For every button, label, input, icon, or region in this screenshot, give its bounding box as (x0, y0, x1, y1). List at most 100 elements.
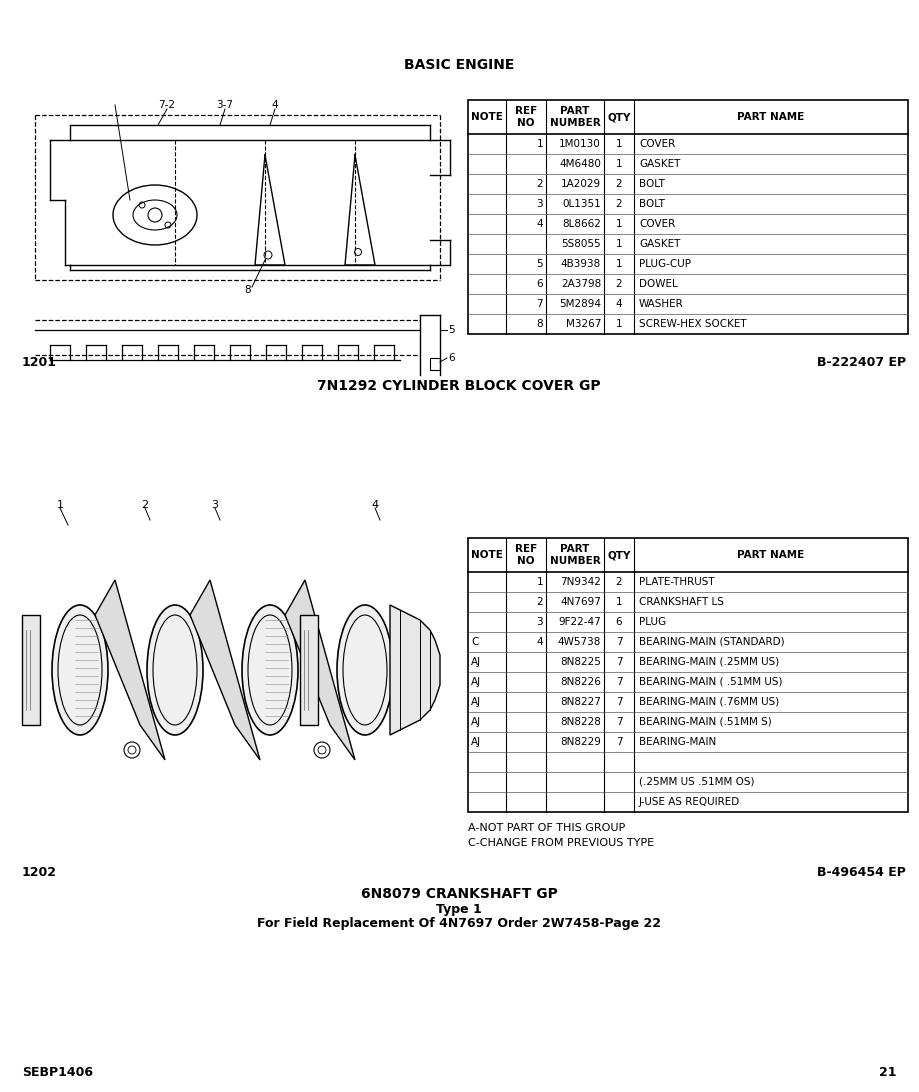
Text: 5: 5 (448, 325, 455, 335)
Text: PART NAME: PART NAME (737, 550, 805, 560)
Text: QTY: QTY (607, 112, 630, 122)
Text: AJ: AJ (471, 717, 482, 727)
Text: 1: 1 (616, 139, 622, 149)
Text: 1: 1 (616, 259, 622, 269)
Text: C-CHANGE FROM PREVIOUS TYPE: C-CHANGE FROM PREVIOUS TYPE (468, 838, 654, 848)
Text: PART: PART (561, 544, 590, 554)
Text: REF: REF (515, 106, 537, 116)
Text: 3: 3 (537, 617, 543, 627)
Text: 6: 6 (537, 278, 543, 289)
Text: (.25MM US .51MM OS): (.25MM US .51MM OS) (639, 778, 754, 787)
Text: 7: 7 (616, 717, 622, 727)
Text: 1: 1 (537, 577, 543, 587)
Text: B-496454 EP: B-496454 EP (817, 866, 906, 878)
Text: GASKET: GASKET (639, 159, 680, 169)
Circle shape (124, 741, 140, 758)
Text: 4: 4 (371, 500, 379, 510)
Text: A-NOT PART OF THIS GROUP: A-NOT PART OF THIS GROUP (468, 823, 625, 833)
Ellipse shape (147, 605, 203, 735)
Text: PLUG: PLUG (639, 617, 666, 627)
Text: 1: 1 (616, 597, 622, 607)
Text: 4: 4 (537, 219, 543, 229)
Text: 4M6480: 4M6480 (559, 159, 601, 169)
Text: 6N8079 CRANKSHAFT GP: 6N8079 CRANKSHAFT GP (360, 887, 558, 901)
Text: 1: 1 (616, 319, 622, 329)
Circle shape (314, 741, 330, 758)
Text: BEARING-MAIN (.25MM US): BEARING-MAIN (.25MM US) (639, 657, 779, 667)
Text: 3: 3 (211, 500, 219, 510)
Text: 4: 4 (537, 637, 543, 646)
Text: 2: 2 (616, 278, 622, 289)
Text: 2: 2 (537, 597, 543, 607)
Text: 7: 7 (616, 657, 622, 667)
Text: 8N8227: 8N8227 (560, 697, 601, 707)
Text: COVER: COVER (639, 139, 675, 149)
Text: 9F22-47: 9F22-47 (558, 617, 601, 627)
Text: 1M0130: 1M0130 (560, 139, 601, 149)
Text: BEARING-MAIN ( .51MM US): BEARING-MAIN ( .51MM US) (639, 677, 782, 687)
Text: AJ: AJ (471, 657, 482, 667)
Text: DOWEL: DOWEL (639, 278, 677, 289)
Text: WASHER: WASHER (639, 299, 684, 309)
Text: 21: 21 (879, 1066, 897, 1079)
Text: 8N8225: 8N8225 (560, 657, 601, 667)
Bar (22, 615, 40, 725)
Text: 4W5738: 4W5738 (558, 637, 601, 646)
Text: 8: 8 (244, 285, 251, 295)
Ellipse shape (52, 605, 108, 735)
Text: QTY: QTY (607, 550, 630, 560)
Text: 1: 1 (616, 219, 622, 229)
Text: NO: NO (517, 118, 535, 128)
Text: AJ: AJ (471, 697, 482, 707)
Text: PLUG-CUP: PLUG-CUP (639, 259, 691, 269)
Text: 2: 2 (142, 500, 149, 510)
Text: 8N8226: 8N8226 (560, 677, 601, 687)
Text: 8N8228: 8N8228 (560, 717, 601, 727)
Text: BOLT: BOLT (639, 179, 664, 189)
Text: 2: 2 (616, 179, 622, 189)
Bar (468, 100, 908, 334)
Text: 7-2: 7-2 (158, 100, 176, 110)
Text: For Field Replacement Of 4N7697 Order 2W7458-Page 22: For Field Replacement Of 4N7697 Order 2W… (257, 917, 661, 930)
Text: 4: 4 (272, 100, 278, 110)
Text: 7: 7 (616, 737, 622, 747)
Text: 1A2029: 1A2029 (561, 179, 601, 189)
Text: Type 1: Type 1 (437, 902, 482, 915)
Text: 1: 1 (616, 159, 622, 169)
Text: AJ: AJ (471, 737, 482, 747)
Text: 4B3938: 4B3938 (561, 259, 601, 269)
Ellipse shape (242, 605, 298, 735)
Text: 8L8662: 8L8662 (562, 219, 601, 229)
Polygon shape (390, 605, 440, 735)
Text: 2: 2 (537, 179, 543, 189)
Text: 2A3798: 2A3798 (561, 278, 601, 289)
Text: 7: 7 (616, 697, 622, 707)
Text: NO: NO (517, 556, 535, 566)
Text: 6: 6 (448, 353, 455, 363)
Text: 5M2894: 5M2894 (559, 299, 601, 309)
Text: PART NAME: PART NAME (737, 112, 805, 122)
Text: BEARING-MAIN: BEARING-MAIN (639, 737, 716, 747)
Text: C: C (471, 637, 479, 646)
Text: 7N1292 CYLINDER BLOCK COVER GP: 7N1292 CYLINDER BLOCK COVER GP (317, 379, 601, 393)
Text: BOLT: BOLT (639, 199, 664, 209)
Polygon shape (190, 580, 260, 760)
Text: NOTE: NOTE (471, 112, 503, 122)
Text: COVER: COVER (639, 219, 675, 229)
Text: REF: REF (515, 544, 537, 554)
Text: 7: 7 (616, 677, 622, 687)
Text: PART: PART (561, 106, 590, 116)
Text: 7: 7 (537, 299, 543, 309)
Text: 4N7697: 4N7697 (560, 597, 601, 607)
Text: 1202: 1202 (22, 866, 57, 878)
Text: 5: 5 (537, 259, 543, 269)
Text: 4: 4 (616, 299, 622, 309)
Polygon shape (95, 580, 165, 760)
Text: PLATE-THRUST: PLATE-THRUST (639, 577, 715, 587)
Text: 2: 2 (616, 199, 622, 209)
Ellipse shape (337, 605, 393, 735)
Text: J-USE AS REQUIRED: J-USE AS REQUIRED (639, 797, 740, 807)
Text: B-222407 EP: B-222407 EP (817, 356, 906, 368)
Text: BEARING-MAIN (.51MM S): BEARING-MAIN (.51MM S) (639, 717, 772, 727)
Text: 7: 7 (616, 637, 622, 646)
